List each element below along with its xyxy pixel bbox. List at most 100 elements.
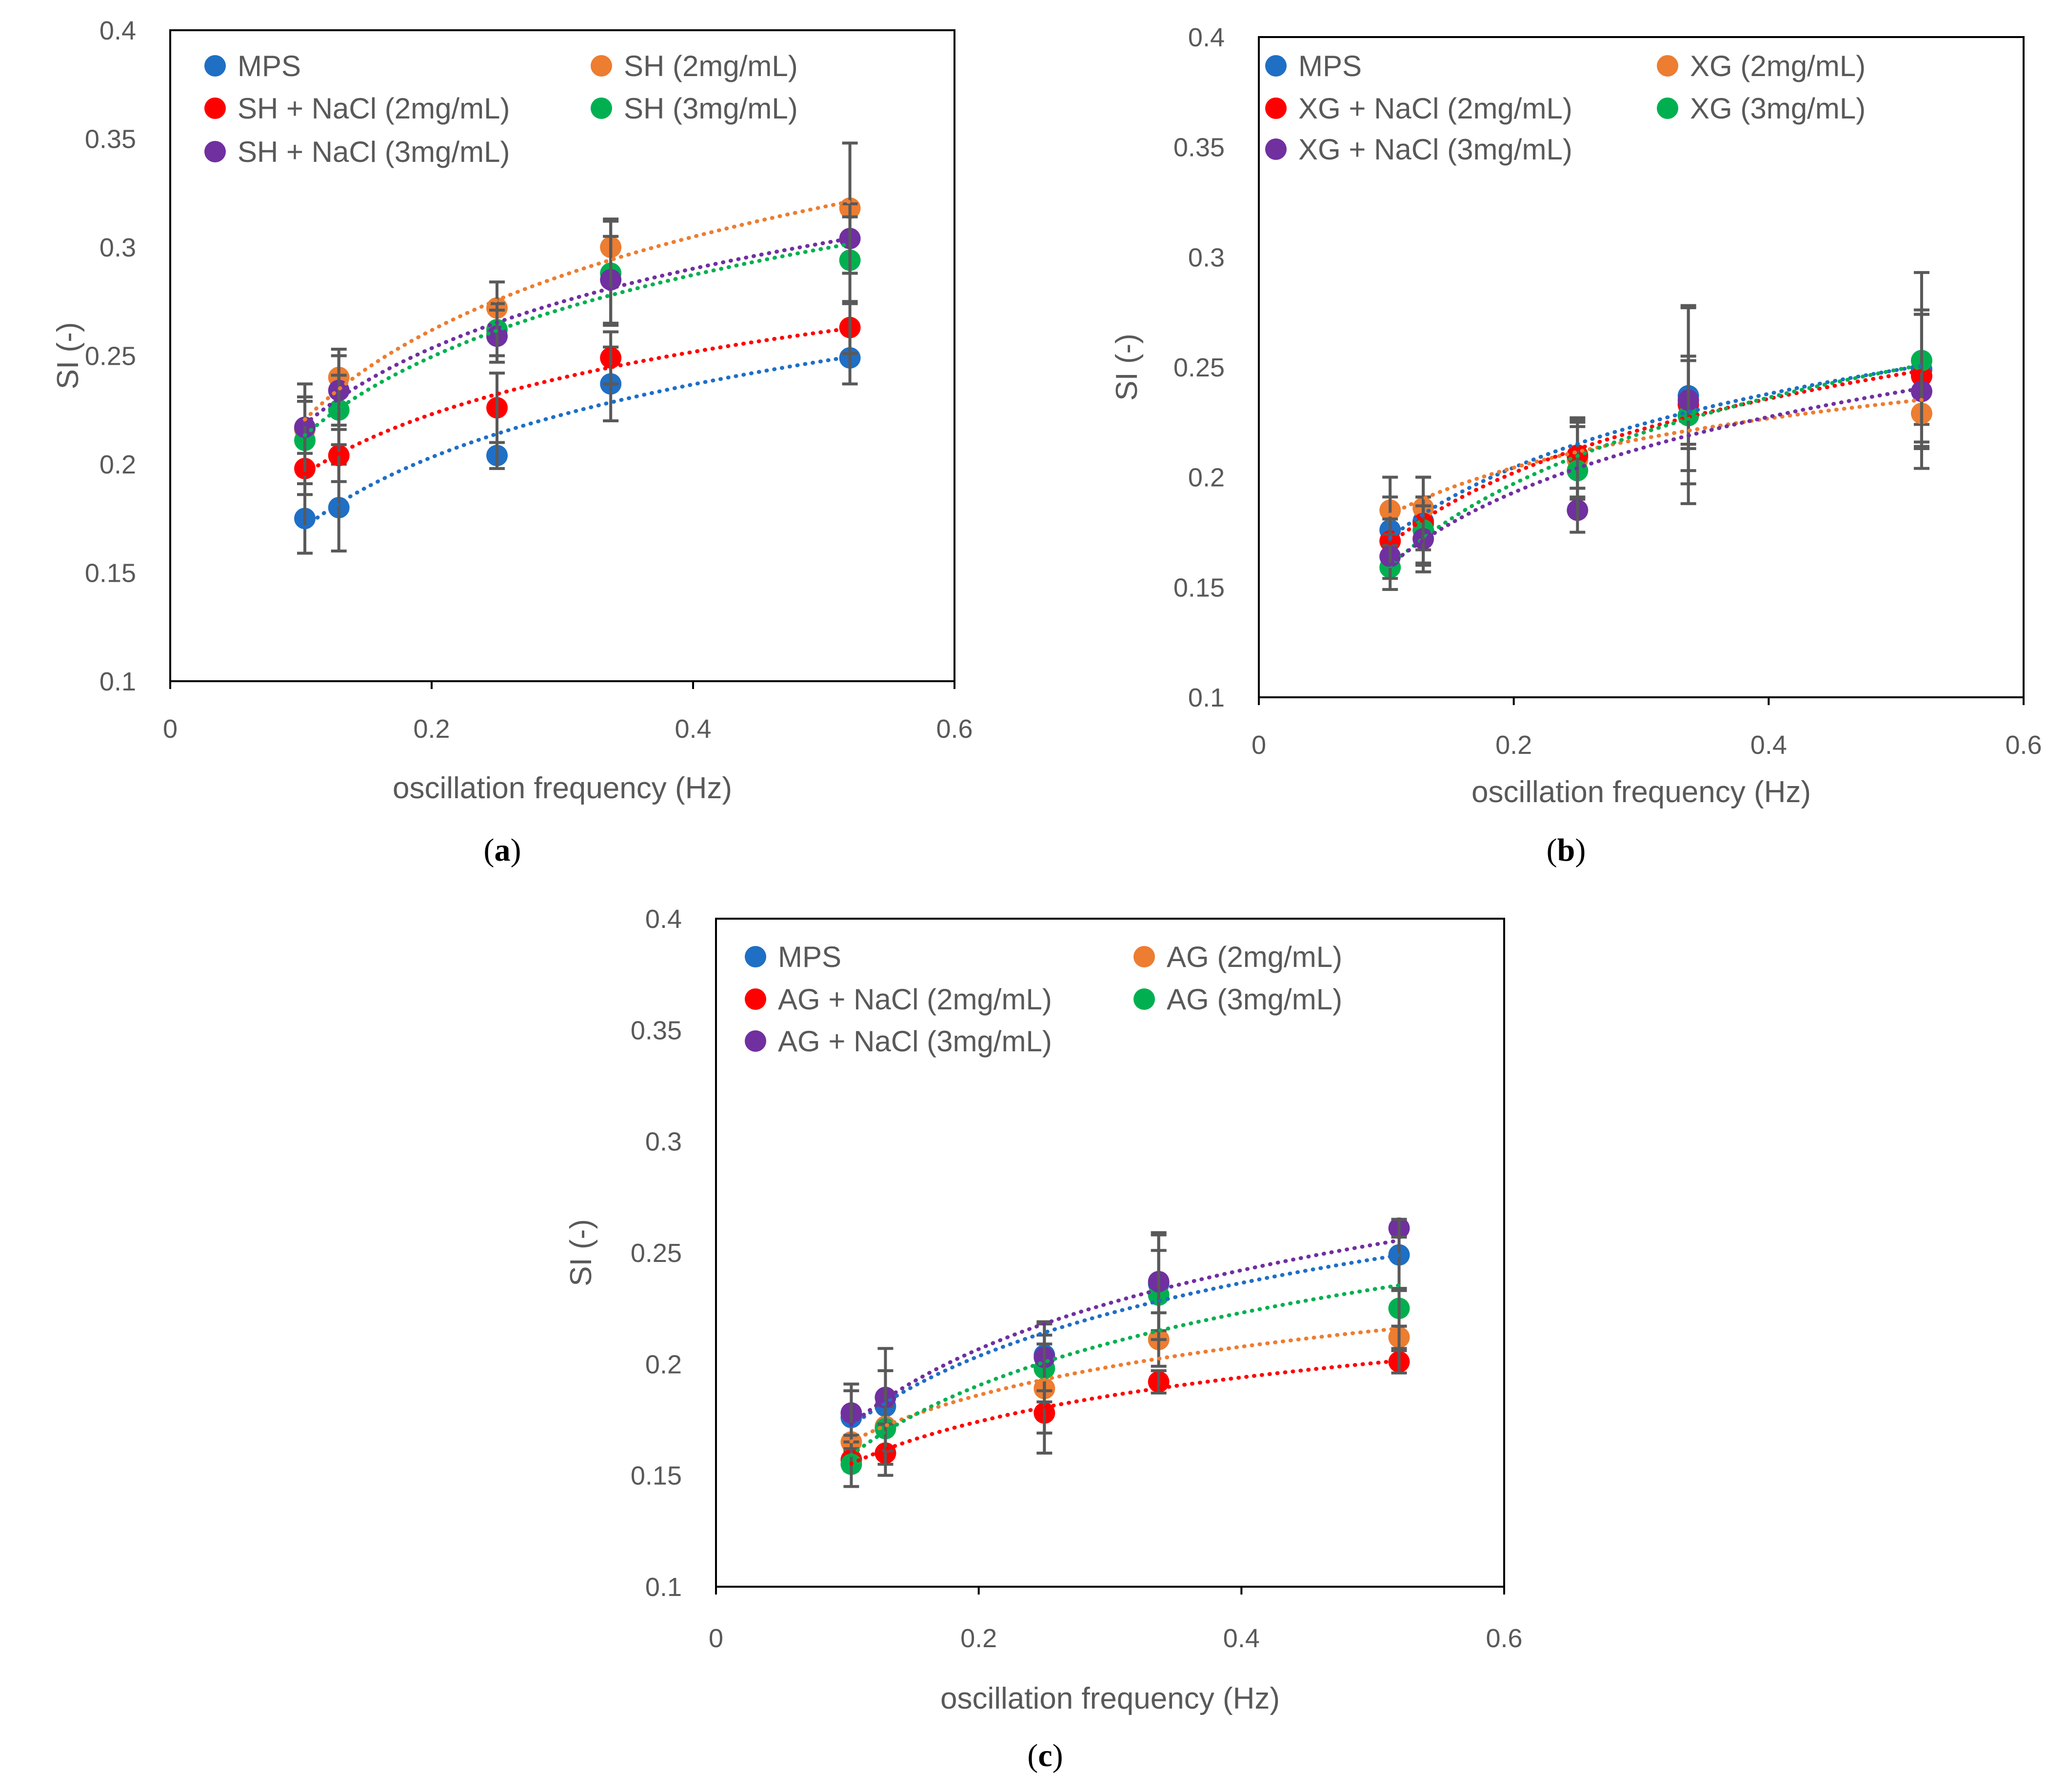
- legend-marker: [591, 98, 612, 119]
- x-tick-label: 0: [709, 1624, 723, 1653]
- y-axis-title: SI (-): [51, 322, 85, 390]
- trendline-series-2: [1388, 369, 1924, 546]
- x-axis-title: oscillation frequency (Hz): [393, 771, 732, 805]
- legend-label: MPS: [778, 941, 841, 973]
- trendline-series-2: [849, 1359, 1401, 1466]
- legend-marker: [204, 141, 226, 162]
- legend-label: XG + NaCl (3mg/mL): [1298, 133, 1572, 166]
- series-0: [1379, 306, 1932, 567]
- legend-marker: [204, 55, 226, 77]
- legend-marker: [1133, 946, 1155, 967]
- legend-label: MPS: [1298, 50, 1362, 82]
- legend: MPS SH (2mg/mL) SH + NaCl (2mg/mL) SH (3mg/…: [204, 50, 798, 168]
- series-1: [840, 1311, 1410, 1466]
- x-tick-label: 0: [163, 714, 178, 744]
- y-tick-label: 0.35: [85, 125, 136, 154]
- error-bar: [1570, 487, 1586, 534]
- y-tick-label: 0.15: [85, 559, 136, 588]
- trendline-series-4: [849, 1238, 1401, 1427]
- legend-label: SH + NaCl (2mg/mL): [238, 92, 510, 125]
- legend-marker: [1265, 138, 1287, 160]
- y-tick-label: 0.2: [1188, 463, 1225, 492]
- error-bar: [1913, 313, 1929, 470]
- legend-item: SH (3mg/mL): [591, 92, 798, 125]
- error-bar: [842, 202, 858, 275]
- x-tick-label: 0.6: [1486, 1624, 1522, 1653]
- chart-panel-a: 0.1 0.15 0.2 0.25 0.3 0.35 0.4 0 0.2 0.4 0.6 oscill…: [51, 16, 973, 868]
- x-tick-label: 0.2: [413, 714, 450, 744]
- trendline-series-0: [849, 1253, 1401, 1429]
- panel-label-letter: c: [1038, 1738, 1052, 1773]
- legend: MPS XG (2mg/mL) XG + NaCl (2mg/mL) XG (3mg/…: [1265, 50, 1866, 166]
- legend-marker: [1265, 98, 1287, 119]
- legend-item: SH (2mg/mL): [591, 50, 798, 82]
- legend-marker: [745, 988, 766, 1010]
- error-bar: [1391, 1218, 1407, 1239]
- x-tick-label: 0.4: [675, 714, 711, 744]
- trendline-series-4: [303, 236, 852, 427]
- legend-label: AG + NaCl (2mg/mL): [778, 983, 1052, 1016]
- y-tick-label: 0.4: [99, 16, 136, 45]
- panel-label: (c): [1027, 1738, 1063, 1773]
- y-tick-label: 0.35: [631, 1016, 682, 1045]
- y-tick-label: 0.2: [645, 1350, 682, 1379]
- series-2: [1379, 308, 1932, 565]
- trendline-series-1: [1388, 398, 1924, 517]
- series-0: [294, 330, 861, 555]
- legend-item: AG + NaCl (2mg/mL): [745, 983, 1052, 1016]
- panel-label-letter: a: [495, 832, 511, 868]
- legend-marker: [1133, 988, 1155, 1010]
- series-1: [1379, 304, 1932, 545]
- legend-item: AG (2mg/mL): [1133, 941, 1342, 973]
- series-4: [1379, 313, 1932, 580]
- chart-panel-c: 0.1 0.15 0.2 0.25 0.3 0.35 0.4 0 0.2 0.4 0.6 oscill…: [564, 905, 1523, 1773]
- legend-item: XG (3mg/mL): [1657, 92, 1866, 125]
- legend-item: XG + NaCl (2mg/mL): [1265, 92, 1572, 125]
- x-tick-label: 0.4: [1750, 730, 1787, 760]
- trendline-series-1: [849, 1326, 1401, 1444]
- y-tick-label: 0.3: [645, 1127, 682, 1157]
- x-axis-title: oscillation frequency (Hz): [1471, 775, 1811, 809]
- y-tick-label: 0.3: [99, 233, 136, 262]
- y-axis-title: SI (-): [564, 1219, 598, 1286]
- trendline-series-3: [849, 1283, 1401, 1457]
- legend-item: MPS: [745, 941, 841, 973]
- x-tick-label: 0.2: [1495, 730, 1532, 760]
- panel-label-close: ): [1053, 1738, 1063, 1773]
- legend-marker: [745, 1030, 766, 1052]
- legend-label: SH + NaCl (3mg/mL): [238, 136, 510, 168]
- x-tick-label: 0.6: [936, 714, 973, 744]
- plot-area-frame: [1258, 36, 2025, 698]
- y-tick-label: 0.4: [1188, 23, 1225, 52]
- series-4: [294, 202, 861, 455]
- error-bar: [489, 372, 505, 444]
- legend-marker: [745, 946, 766, 967]
- series-3: [1379, 271, 1932, 591]
- error-bar: [297, 399, 313, 455]
- trendline-series-0: [303, 354, 852, 529]
- series-2: [294, 300, 861, 496]
- legend-label: XG (2mg/mL): [1690, 50, 1866, 82]
- y-tick-label: 0.4: [645, 905, 682, 934]
- plot-area-frame: [169, 29, 955, 682]
- y-tick-label: 0.25: [85, 342, 136, 371]
- legend-marker: [204, 98, 226, 119]
- legend-marker: [1657, 98, 1678, 119]
- legend-label: AG (2mg/mL): [1167, 941, 1342, 973]
- legend-item: MPS: [1265, 50, 1362, 82]
- panel-label: (b): [1547, 832, 1586, 868]
- panel-label-open: (: [484, 832, 495, 868]
- error-bar: [1391, 1289, 1407, 1328]
- error-bar: [603, 235, 619, 325]
- legend-item: XG (2mg/mL): [1657, 50, 1866, 82]
- y-tick-label: 0.35: [1173, 133, 1225, 162]
- legend-item: AG + NaCl (3mg/mL): [745, 1025, 1052, 1058]
- series-4: [840, 1217, 1410, 1437]
- legend-label: MPS: [238, 50, 301, 82]
- series-0: [840, 1220, 1410, 1466]
- y-tick-label: 0.25: [631, 1239, 682, 1268]
- legend-marker: [1657, 55, 1678, 77]
- x-tick-label: 0.4: [1223, 1624, 1260, 1653]
- y-tick-label: 0.15: [1173, 573, 1225, 602]
